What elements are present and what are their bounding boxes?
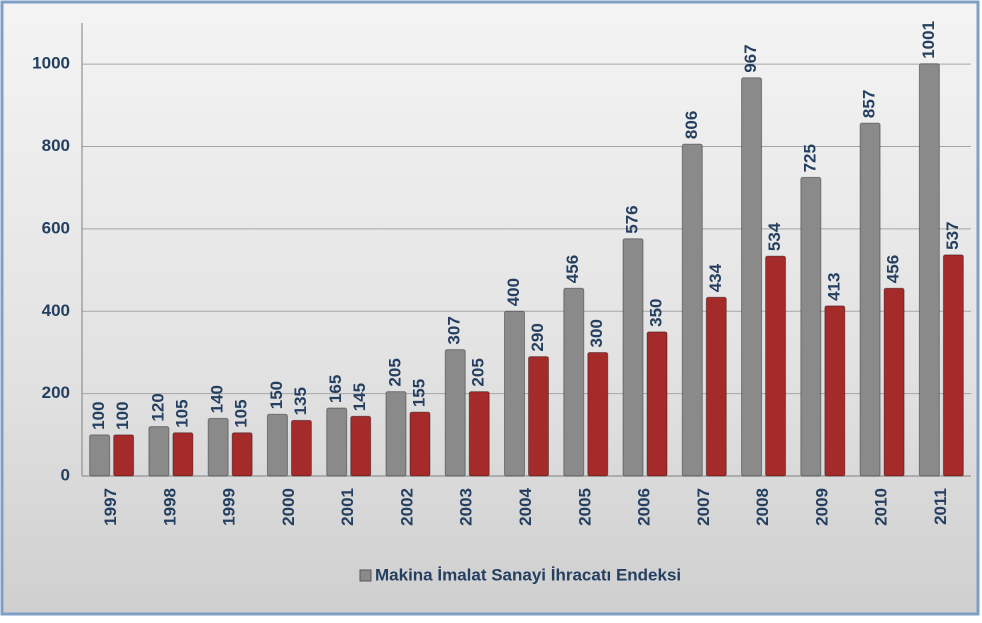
data-label: 155 (409, 379, 428, 407)
bar (326, 407, 348, 477)
bar (207, 417, 229, 477)
data-label: 100 (89, 401, 108, 429)
x-tick-label: 1999 (220, 488, 239, 526)
x-tick-label: 2009 (812, 488, 831, 526)
x-tick-label: 2003 (457, 488, 476, 526)
bar (468, 391, 490, 477)
data-label: 400 (504, 278, 523, 306)
data-label: 413 (824, 273, 843, 301)
bar (89, 434, 111, 477)
bar (646, 331, 668, 477)
bar (859, 122, 881, 477)
data-label: 456 (884, 255, 903, 283)
bar (231, 432, 253, 477)
data-label: 456 (563, 255, 582, 283)
y-tick-label: 800 (42, 136, 70, 155)
bar (385, 391, 407, 477)
data-label: 140 (208, 385, 227, 413)
bar (741, 77, 763, 477)
bar (504, 310, 525, 477)
data-label: 307 (445, 316, 464, 344)
data-label: 120 (148, 393, 167, 421)
x-tick-label: 1997 (101, 488, 120, 526)
bar (681, 143, 703, 477)
data-label: 434 (706, 263, 725, 292)
y-tick-label: 200 (42, 383, 70, 402)
data-label: 534 (765, 222, 784, 251)
x-tick-label: 2001 (338, 488, 357, 526)
bar (622, 238, 644, 477)
data-label: 725 (800, 144, 819, 172)
data-label: 857 (860, 90, 879, 118)
bar (528, 356, 549, 477)
x-tick-label: 2011 (931, 488, 950, 525)
bar (444, 349, 466, 477)
legend-swatch (359, 569, 372, 582)
bar (918, 63, 940, 477)
bar (563, 287, 585, 477)
bar (350, 415, 372, 477)
x-tick-label: 2002 (397, 488, 416, 526)
x-tick-label: 2004 (516, 487, 535, 525)
legend-label: Makina İmalat Sanayi İhracatı Endeksi (375, 565, 681, 584)
bar (409, 411, 431, 477)
data-label: 145 (350, 383, 369, 411)
bar (824, 305, 846, 477)
bar (883, 287, 905, 477)
data-label: 537 (943, 221, 962, 249)
y-tick-label: 1000 (32, 54, 70, 73)
data-label: 205 (385, 358, 404, 386)
bar (765, 255, 787, 477)
x-tick-label: 2000 (279, 488, 298, 526)
data-label: 100 (113, 401, 132, 429)
bar (942, 254, 964, 477)
bar (148, 426, 170, 477)
data-label: 205 (469, 358, 488, 386)
y-tick-label: 400 (42, 301, 70, 320)
data-label: 165 (326, 375, 345, 403)
data-label: 150 (267, 381, 286, 409)
data-label: 135 (291, 387, 310, 415)
data-label: 290 (528, 323, 547, 351)
data-label: 1001 (919, 21, 938, 59)
data-label: 350 (647, 298, 666, 326)
data-label: 806 (682, 111, 701, 139)
data-label: 105 (232, 399, 251, 427)
bar (705, 296, 727, 477)
bar (266, 413, 288, 477)
x-tick-label: 2008 (753, 488, 772, 526)
bar (800, 176, 822, 477)
bar (172, 432, 194, 477)
bar (290, 419, 312, 477)
x-tick-label: 1998 (160, 488, 179, 526)
data-label: 967 (741, 44, 760, 72)
x-tick-label: 2010 (872, 488, 891, 526)
x-tick-label: 2005 (575, 488, 594, 526)
y-tick-label: 600 (42, 218, 70, 237)
data-label: 300 (587, 319, 606, 347)
data-label: 105 (172, 399, 191, 427)
x-tick-label: 2006 (635, 488, 654, 526)
x-tick-label: 2007 (694, 488, 713, 526)
bar (113, 434, 135, 477)
data-label: 576 (623, 205, 642, 233)
bar (587, 351, 609, 477)
y-tick-label: 0 (61, 465, 70, 484)
